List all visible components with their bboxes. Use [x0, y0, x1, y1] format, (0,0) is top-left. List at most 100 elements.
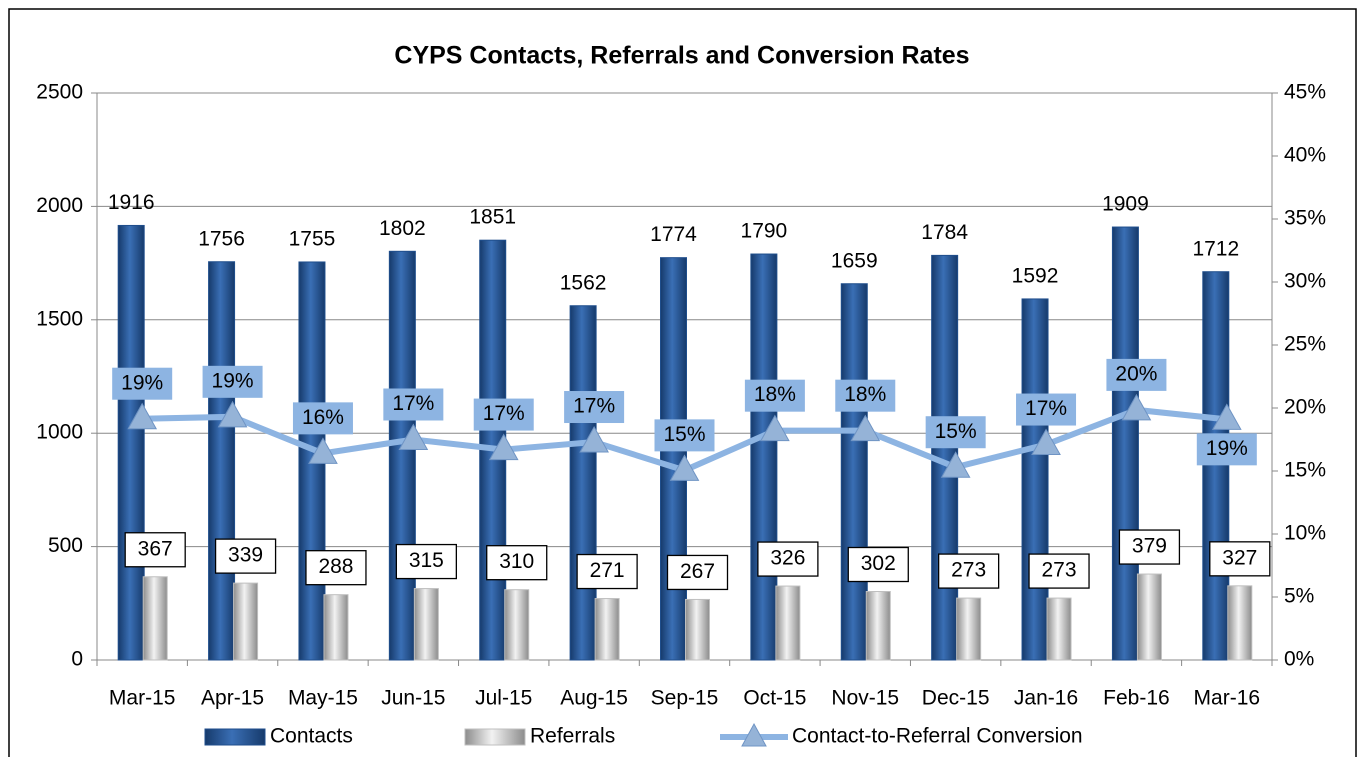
marker [1211, 403, 1242, 430]
value-label-box [124, 532, 186, 568]
marker [940, 451, 971, 478]
value-label-box [473, 398, 534, 431]
bar [1202, 271, 1230, 661]
line-value-label: 17% [392, 392, 434, 415]
value-label-box [938, 553, 1000, 589]
x-tick-label: Mar-15 [109, 687, 176, 710]
chart-title: CYPS Contacts, Referrals and Conversion … [394, 42, 969, 70]
bar [685, 598, 710, 661]
value-label-box [1209, 541, 1271, 577]
bar [956, 597, 982, 661]
line-value-label: 16% [302, 406, 344, 429]
bar [413, 588, 439, 661]
line-value-label: 17% [483, 402, 525, 425]
value-label-box [666, 554, 729, 591]
marker [1031, 428, 1061, 456]
bar [1136, 573, 1162, 661]
y-tick-label: 0 [71, 648, 83, 671]
y2-tick-label: 35% [1284, 207, 1326, 230]
legend-swatch [204, 728, 266, 746]
y2-tick-label: 30% [1284, 270, 1326, 293]
bar-value-label: 1790 [741, 220, 788, 243]
y2-tick-label: 25% [1284, 333, 1326, 356]
value-label-box [202, 365, 263, 398]
legend-swatch [464, 728, 526, 746]
x-tick-label: Oct-15 [743, 687, 806, 710]
line-value-label: 18% [754, 383, 796, 406]
marker [579, 425, 609, 453]
marker [488, 433, 519, 461]
marker [127, 402, 158, 430]
chart-frame [8, 8, 1357, 757]
marker [669, 454, 700, 481]
value-label-box [1106, 358, 1167, 391]
x-tick-label: Nov-15 [831, 687, 899, 710]
value-label-box [654, 419, 715, 452]
value-label-box [835, 379, 896, 412]
value-label-box [305, 550, 367, 586]
bar [775, 585, 801, 661]
legend-marker [741, 722, 767, 747]
bar-value-label: 1784 [921, 221, 968, 244]
bar [569, 305, 597, 661]
bar-value-label: 267 [680, 560, 715, 583]
y-tick-label: 2500 [36, 81, 83, 104]
bar-value-label: 1774 [650, 223, 697, 246]
value-label-box [1196, 433, 1257, 466]
value-label-box [486, 545, 548, 581]
bar-value-label: 1802 [379, 217, 426, 240]
y2-tick-label: 10% [1284, 522, 1326, 545]
bar-value-label: 1562 [560, 271, 607, 294]
bar-value-label: 1712 [1192, 237, 1239, 260]
marker [217, 400, 248, 428]
bar [865, 591, 891, 661]
bar-value-label: 379 [1132, 535, 1167, 558]
value-label-box [1016, 393, 1077, 426]
y2-tick-label: 0% [1284, 648, 1314, 671]
marker [850, 414, 881, 442]
x-tick-label: Mar-16 [1194, 687, 1261, 710]
value-label-box [925, 416, 986, 449]
value-label-box [112, 367, 173, 400]
bar [1111, 226, 1139, 661]
line-value-label: 17% [1025, 397, 1067, 420]
bar [504, 589, 530, 661]
line-value-label: 20% [1115, 362, 1157, 385]
bar-value-label: 310 [499, 550, 534, 573]
line-value-label: 19% [1206, 437, 1248, 460]
value-label-box [395, 543, 457, 580]
line-value-label: 18% [844, 383, 886, 406]
bar-value-label: 1659 [831, 249, 878, 272]
value-label-box [564, 391, 625, 424]
bar-value-label: 1851 [469, 206, 516, 229]
y2-tick-label: 45% [1284, 81, 1326, 104]
bar-value-label: 327 [1222, 546, 1257, 569]
line-value-label: 19% [121, 371, 163, 394]
legend-label: Contact-to-Referral Conversion [792, 725, 1083, 748]
value-label-box [1118, 529, 1181, 565]
x-tick-label: Feb-16 [1103, 687, 1170, 710]
line-value-label: 17% [573, 395, 615, 418]
x-tick-label: Jan-16 [1014, 687, 1078, 710]
line-value-label: 19% [212, 369, 254, 392]
x-tick-label: Aug-15 [560, 687, 628, 710]
y2-tick-label: 40% [1284, 144, 1326, 167]
y2-tick-label: 15% [1284, 459, 1326, 482]
y2-tick-label: 5% [1284, 585, 1314, 608]
bar [117, 224, 145, 661]
marker [760, 414, 790, 442]
bar [233, 582, 259, 661]
bar-value-label: 273 [1042, 559, 1077, 582]
x-tick-label: Dec-15 [922, 687, 990, 710]
bar-value-label: 326 [770, 547, 805, 570]
value-label-box [757, 541, 819, 577]
y-tick-label: 1000 [36, 421, 83, 444]
bar [388, 250, 416, 661]
bar-value-label: 1755 [289, 228, 336, 251]
value-label-box [744, 379, 805, 412]
bar-value-label: 367 [138, 537, 173, 560]
legend-label: Referrals [530, 725, 615, 748]
bar [142, 576, 168, 661]
marker [398, 423, 429, 450]
